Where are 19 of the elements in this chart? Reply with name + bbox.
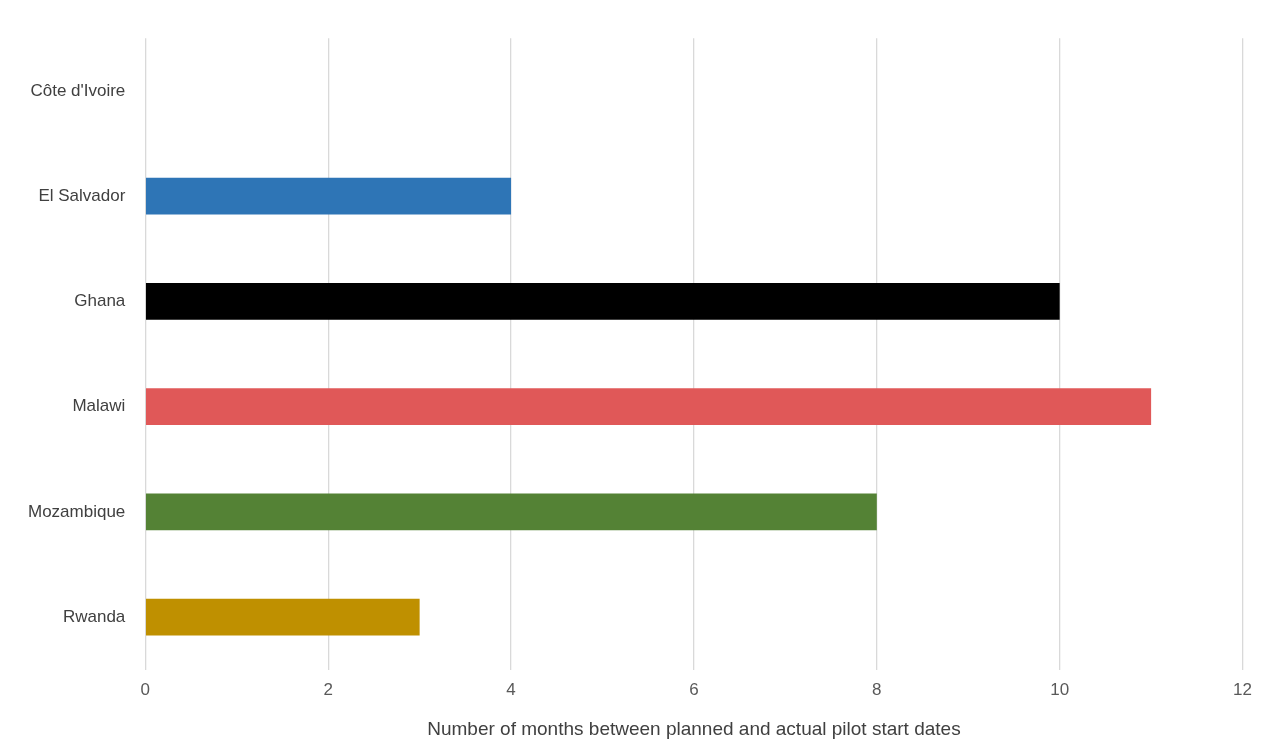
y-tick-label: Côte d'Ivoire [30,80,126,100]
bar [145,177,512,215]
x-tick-label: 8 [872,679,882,699]
bar [145,282,1060,320]
x-tick-label: 4 [506,679,516,699]
bar [145,598,420,636]
bar [145,388,1152,426]
x-tick-label: 12 [1233,679,1253,699]
y-tick-label: El Salvador [38,185,126,205]
x-tick-label: 0 [140,679,151,699]
x-tick-label: 2 [323,679,333,699]
x-tick-label: 10 [1050,679,1070,699]
y-tick-label: Malawi [72,396,126,416]
y-tick-label: Mozambique [28,501,126,521]
x-axis-title: Number of months between planned and actual pilot start dates [427,717,961,739]
y-tick-label: Ghana [74,291,126,311]
bar [145,493,877,531]
y-tick-label: Rwanda [62,606,126,626]
x-tick-label: 6 [689,679,699,699]
